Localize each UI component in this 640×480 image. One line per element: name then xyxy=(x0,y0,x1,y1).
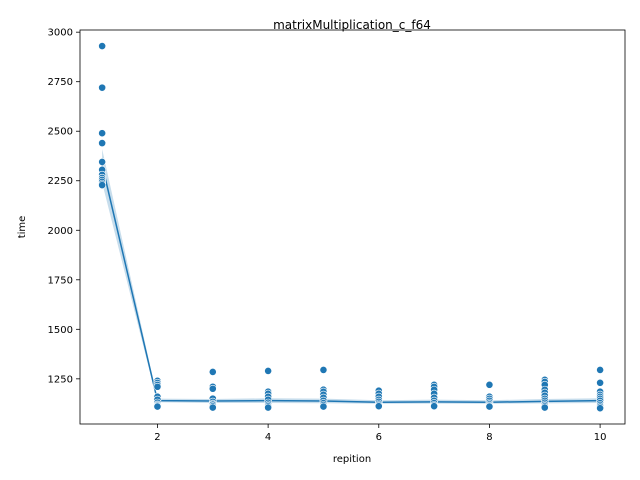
data-point xyxy=(153,402,162,411)
mean-line xyxy=(101,164,601,403)
data-point xyxy=(596,378,605,387)
y-tick-label: 1500 xyxy=(48,325,73,336)
y-tick-label: 2000 xyxy=(48,226,73,237)
confidence-band-layer xyxy=(102,149,601,404)
chart-title: matrixMultiplication_c_f64 xyxy=(273,18,431,32)
x-axis-label: repition xyxy=(333,454,371,465)
y-tick-label: 1750 xyxy=(48,275,73,286)
data-point xyxy=(264,403,273,412)
data-point xyxy=(319,366,328,374)
data-point xyxy=(98,139,107,148)
data-point xyxy=(485,402,494,411)
y-tick-label: 2500 xyxy=(48,127,73,138)
y-axis-label: time xyxy=(17,216,28,239)
data-point xyxy=(264,367,273,375)
x-tick-label: 8 xyxy=(486,432,492,443)
data-point xyxy=(153,382,162,391)
data-point xyxy=(208,403,217,412)
data-point xyxy=(540,403,549,412)
data-point xyxy=(208,368,217,376)
plot-area-frame xyxy=(79,29,626,425)
y-tick-label: 2750 xyxy=(48,77,73,88)
data-point xyxy=(596,366,605,374)
y-tick-label: 3000 xyxy=(48,28,73,39)
x-tick-label: 10 xyxy=(594,432,607,443)
data-point xyxy=(98,42,107,50)
data-point xyxy=(374,402,383,411)
x-axis: 2 4 6 8 10 xyxy=(154,424,606,443)
mean-line-layer xyxy=(101,164,601,403)
data-point xyxy=(319,402,328,411)
y-axis: 1250 1500 1750 2000 2250 2500 2750 3000 xyxy=(48,28,80,385)
data-point xyxy=(596,404,605,413)
data-point xyxy=(208,384,217,393)
data-point xyxy=(98,158,107,166)
x-tick-label: 2 xyxy=(154,432,160,443)
data-point xyxy=(430,402,439,411)
x-tick-label: 4 xyxy=(265,432,271,443)
y-tick-label: 2250 xyxy=(48,176,73,187)
y-tick-label: 1250 xyxy=(48,374,73,385)
x-tick-label: 6 xyxy=(376,432,382,443)
data-point xyxy=(98,129,107,138)
data-point xyxy=(485,380,494,389)
confidence-band xyxy=(102,149,601,404)
data-point xyxy=(98,83,107,92)
data-points-layer xyxy=(98,42,605,413)
data-point xyxy=(98,181,107,190)
